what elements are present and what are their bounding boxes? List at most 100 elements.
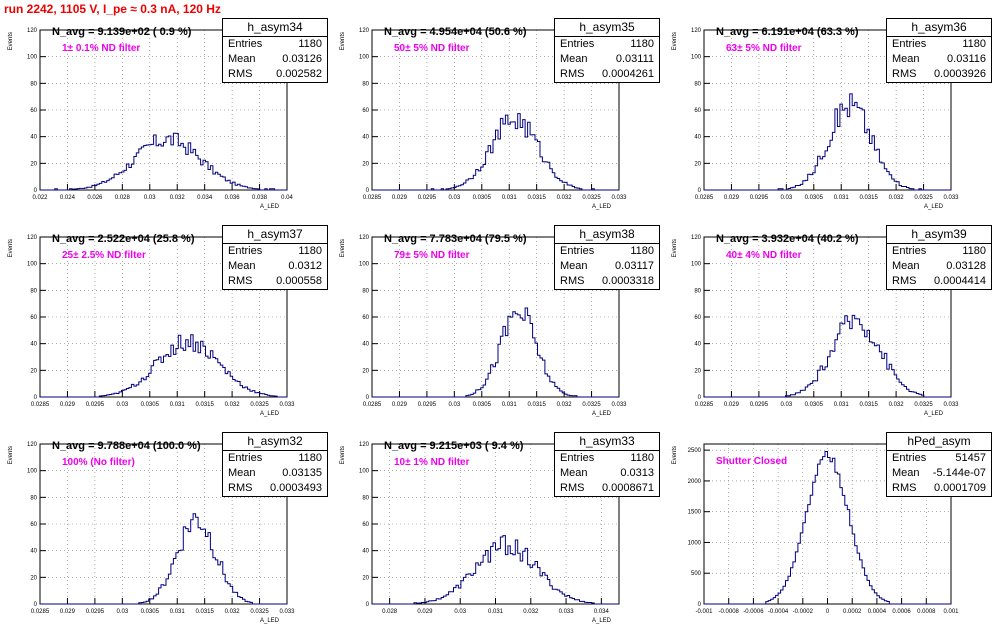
stat-value: 1180 (298, 38, 322, 50)
histogram-line (704, 314, 951, 398)
x-tick-label: 0.029 (417, 609, 433, 615)
histogram-name: h_asym33 (555, 433, 659, 451)
histogram-panel-h_asym37: 0 20 40 60 80 100 120 0.0285 0.029 0.0295 0.03 0.03… (0, 223, 332, 430)
stat-label: RMS (892, 68, 917, 80)
stats-box: h_asym32 Entries 1180 Mean 0.03135 RMS 0.00034… (222, 432, 328, 497)
y-tick-label: 500 (691, 571, 702, 577)
navg-label: N_avg = 3.932e+04 (40.2 %) (716, 233, 859, 245)
stat-rms: RMS 0.0004261 (555, 67, 659, 82)
x-tick-label: 0.031 (502, 195, 518, 201)
stat-entries: Entries 1180 (555, 244, 659, 259)
y-tick-label: 120 (27, 442, 38, 448)
x-tick-label: 0.033 (559, 609, 575, 615)
histogram-panel-h_asym38: 0 20 40 60 80 100 120 0.0285 0.029 0.0295 0.03 0.03… (332, 223, 664, 430)
x-tick-label: 0.03 (116, 609, 128, 615)
y-tick-label: 80 (362, 288, 369, 294)
histogram-panel-h_asym34: 0 20 40 60 80 100 120 0.022 0.024 0.026 0.028 0.03 0… (0, 16, 332, 223)
x-tick-label: 0.032 (523, 609, 539, 615)
x-tick-label: -0.0004 (768, 609, 789, 615)
x-axis-label: A_LED (260, 618, 280, 624)
y-tick-label: 60 (362, 108, 369, 114)
filter-label: 1± 0.1% ND filter (62, 43, 141, 54)
histogram-svg: 0 20 40 60 80 100 120 0.0285 0.029 0.0295 0.03 0.03… (8, 235, 295, 417)
y-axis-label: Events (340, 239, 346, 257)
plot-frame (371, 29, 620, 191)
x-tick-label: 0.0325 (250, 609, 269, 615)
histogram-line (372, 113, 619, 191)
y-tick-label: 100 (27, 262, 38, 268)
x-tick-label: 0.032 (225, 609, 241, 615)
stat-label: Mean (892, 467, 920, 479)
x-axis-label: A_LED (260, 204, 280, 210)
y-tick-label: 80 (30, 288, 37, 294)
navg-label: N_avg = 2.522e+04 (25.8 %) (52, 233, 195, 245)
y-tick-label: 120 (691, 235, 702, 241)
histogram-svg: 0 500 1000 1500 2000 2500 -0.001 -0.0008 -0.0006… (672, 443, 959, 615)
x-tick-label: 0.032 (557, 402, 573, 408)
x-tick-label: 0.0295 (86, 609, 105, 615)
stat-label: Entries (228, 38, 263, 50)
y-tick-label: 20 (362, 161, 369, 167)
histogram-panel-hPed_asym: 0 500 1000 1500 2000 2500 -0.001 -0.0008 -0.0006… (664, 430, 996, 637)
x-tick-label: 0.0315 (859, 195, 878, 201)
x-tick-label: 0.031 (834, 402, 850, 408)
histogram-svg: 0 20 40 60 80 100 120 0.0285 0.029 0.0295 0.03 0.03… (340, 28, 627, 210)
x-tick-label: 0.032 (889, 195, 905, 201)
x-tick-label: 0.033 (279, 402, 295, 408)
navg-label: N_avg = 6.191e+04 (63.3 %) (716, 26, 859, 38)
y-tick-label: 80 (30, 81, 37, 87)
histogram-panel-h_asym39: 0 20 40 60 80 100 120 0.0285 0.029 0.0295 0.03 0.03… (664, 223, 996, 430)
stat-mean: Mean 0.03111 (555, 52, 659, 67)
stat-entries: Entries 51457 (887, 451, 991, 466)
stat-value: 51457 (955, 452, 986, 464)
stat-label: RMS (892, 275, 917, 287)
stat-value: 1180 (298, 452, 322, 464)
histogram-panel-h_asym35: 0 20 40 60 80 100 120 0.0285 0.029 0.0295 0.03 0.03… (332, 16, 664, 223)
x-tick-label: 0.03 (448, 195, 460, 201)
y-tick-label: 0 (34, 395, 38, 401)
histogram-line (372, 535, 619, 605)
y-tick-label: 120 (691, 28, 702, 34)
stat-label: Entries (892, 452, 927, 464)
y-tick-label: 100 (27, 55, 38, 61)
stat-mean: Mean 0.0312 (223, 259, 327, 274)
x-tick-label: 0.04 (281, 195, 293, 201)
histogram-name: h_asym37 (223, 226, 327, 244)
y-tick-label: 0 (366, 188, 370, 194)
stat-value: 0.0312 (288, 260, 322, 272)
histogram-name: h_asym39 (887, 226, 991, 244)
y-tick-label: 80 (362, 81, 369, 87)
x-tick-label: 0 (826, 609, 830, 615)
x-tick-label: 0.0315 (195, 609, 214, 615)
y-axis-label: Events (672, 32, 678, 50)
histogram-name: h_asym35 (555, 19, 659, 37)
stat-value: 0.0004414 (934, 275, 986, 287)
x-tick-label: 0.031 (834, 195, 850, 201)
navg-label: N_avg = 4.954e+04 (50.6 %) (384, 26, 527, 38)
y-tick-label: 60 (694, 315, 701, 321)
x-tick-label: 0.031 (488, 609, 504, 615)
plot-frame (703, 443, 952, 605)
y-tick-label: 120 (27, 235, 38, 241)
page-title: run 2242, 1105 V, I_pe ≈ 0.3 nA, 120 Hz (4, 2, 221, 16)
y-tick-label: 1500 (688, 510, 702, 516)
stat-value: 1180 (962, 38, 986, 50)
y-tick-label: 2000 (688, 479, 702, 485)
histogram-svg: 0 20 40 60 80 100 120 0.0285 0.029 0.0295 0.03 0.03… (672, 28, 959, 210)
navg-label: N_avg = 9.215e+03 ( 9.4 %) (384, 440, 524, 452)
y-tick-label: 100 (691, 55, 702, 61)
plot-frame (703, 29, 952, 191)
stat-entries: Entries 1180 (887, 244, 991, 259)
histogram-line (704, 451, 951, 605)
x-tick-label: 0.001 (943, 609, 959, 615)
x-axis-label: A_LED (592, 411, 612, 417)
y-tick-label: 2500 (688, 448, 702, 454)
y-tick-label: 0 (698, 395, 702, 401)
y-tick-label: 40 (694, 135, 701, 141)
x-tick-label: 0.026 (87, 195, 103, 201)
x-tick-label: 0.022 (32, 195, 48, 201)
histogram-line (40, 334, 287, 398)
x-tick-label: 0.033 (611, 402, 627, 408)
stat-rms: RMS 0.002582 (223, 67, 327, 82)
y-axis-label: Events (672, 239, 678, 257)
